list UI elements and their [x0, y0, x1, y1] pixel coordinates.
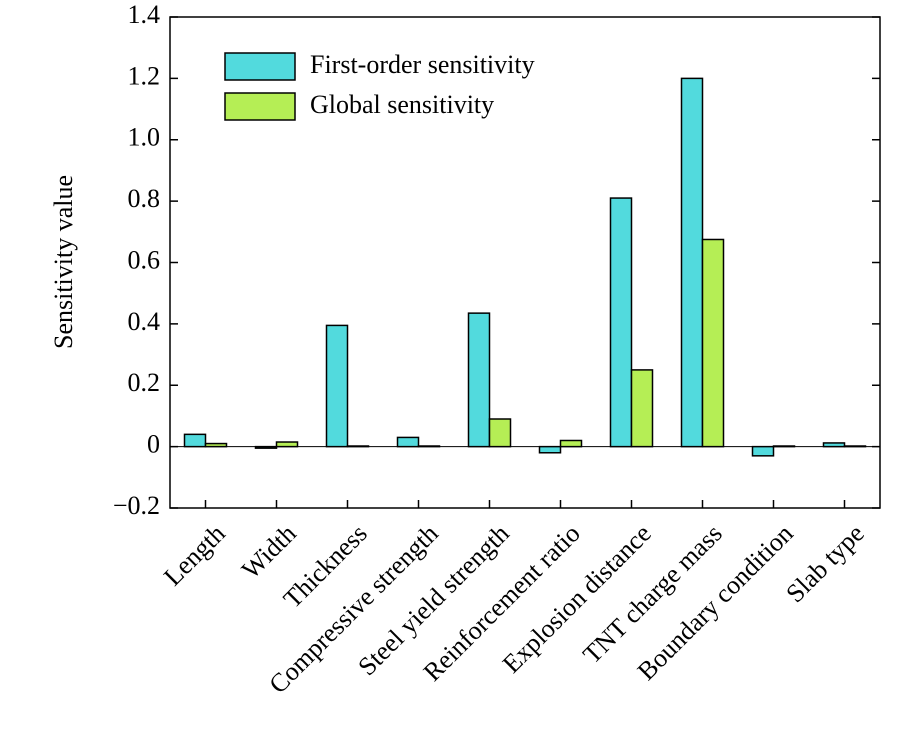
plot-frame [169, 16, 881, 509]
bar [538, 445, 562, 454]
bar [701, 238, 725, 448]
y-tick-label: 1.4 [128, 0, 161, 29]
bar [822, 442, 846, 448]
bar [204, 442, 228, 448]
y-tick-label: 1.0 [128, 123, 161, 152]
legend-swatch [224, 92, 296, 121]
x-tick-label: Width [236, 519, 302, 585]
x-tick-label: Length [158, 519, 231, 592]
bar [488, 418, 512, 448]
bar [609, 197, 633, 448]
bar [630, 369, 654, 448]
y-axis-label: Sensitivity value [49, 175, 78, 349]
x-tick-label: Slab type [780, 519, 869, 608]
y-tick-label: 0.8 [128, 184, 161, 213]
y-tick-label: 1.2 [128, 61, 161, 90]
bar [751, 445, 775, 457]
bar [417, 445, 441, 448]
y-tick-label: 0.4 [128, 307, 161, 336]
bar [183, 433, 207, 448]
bar [680, 77, 704, 448]
bar [467, 312, 491, 448]
bar [772, 445, 796, 448]
y-tick-label: 0.6 [128, 245, 161, 274]
y-tick-label: 0.2 [128, 368, 161, 397]
bar [325, 324, 349, 448]
y-tick-label: −0.2 [113, 491, 160, 520]
bar [843, 445, 867, 448]
bar [275, 441, 299, 448]
bar [346, 445, 370, 448]
bar [396, 436, 420, 448]
legend-label: First-order sensitivity [310, 50, 535, 79]
legend-label: Global sensitivity [310, 90, 494, 119]
bar [559, 439, 583, 448]
bar [254, 445, 278, 449]
legend-swatch [224, 52, 296, 81]
y-tick-label: 0 [147, 430, 160, 459]
